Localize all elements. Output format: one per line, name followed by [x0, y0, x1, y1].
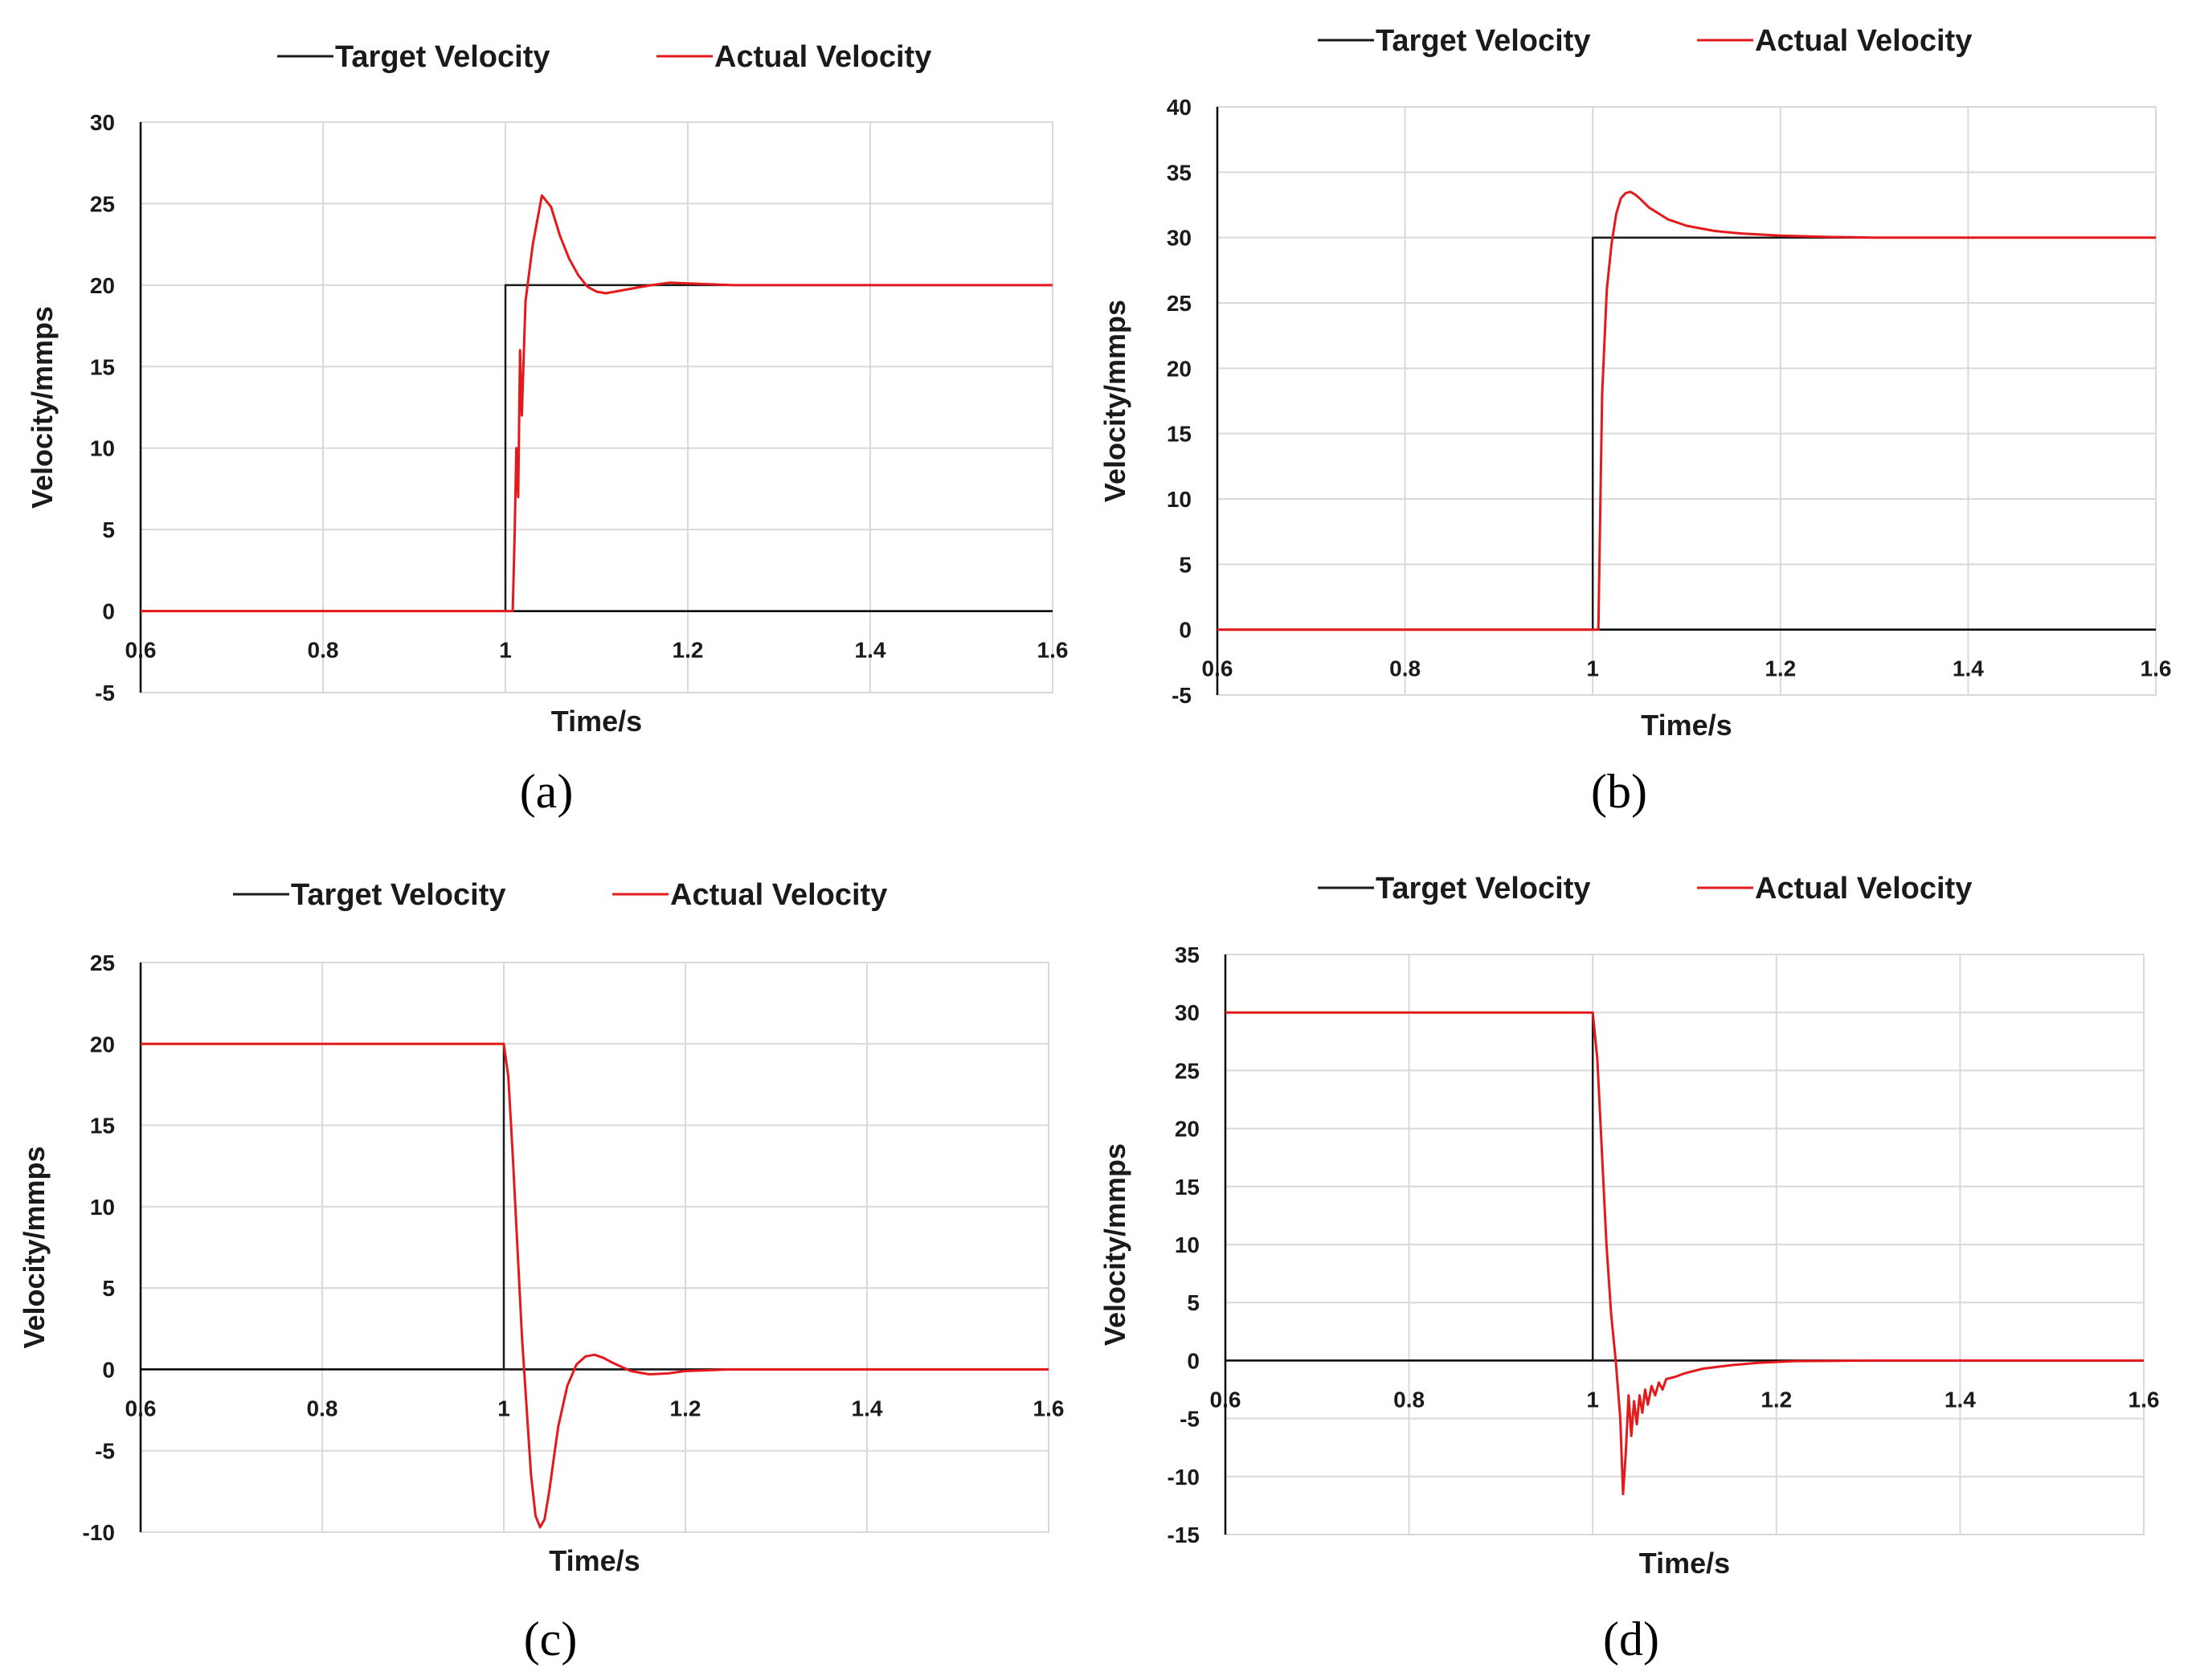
y-tick-label: 35 [1175, 942, 1200, 967]
y-tick-label: 5 [1179, 552, 1192, 577]
series-line-actual-velocity [141, 1042, 1049, 1529]
y-tick-label: 20 [1175, 1117, 1200, 1142]
plot-area [140, 962, 1049, 1533]
y-axis-title: Velocity/mmps [1098, 1143, 1131, 1346]
y-tick-label: 15 [1175, 1175, 1200, 1200]
x-tick-label: 1.2 [1765, 656, 1796, 681]
x-tick-label: 1.6 [1033, 1396, 1065, 1420]
y-tick-label: 15 [1167, 422, 1192, 447]
legend-label: Actual Velocity [670, 878, 887, 912]
x-axis-title: Time/s [549, 1544, 640, 1577]
x-tick-label: 0.6 [125, 638, 157, 663]
panel-caption: (c) [524, 1613, 578, 1666]
x-tick-label: 0.8 [1393, 1387, 1425, 1412]
y-tick-label: 20 [90, 1032, 115, 1057]
legend-label: Target Velocity [1376, 24, 1591, 58]
x-axis-title: Time/s [551, 705, 642, 738]
y-tick-label: 10 [1167, 487, 1192, 512]
x-tick-label: 1 [1586, 1387, 1599, 1412]
x-tick-label: 0.6 [1202, 656, 1233, 681]
y-tick-label: 35 [1167, 160, 1192, 185]
panel-caption: (b) [1591, 765, 1647, 818]
series-line-actual-velocity [141, 194, 1053, 613]
y-tick-label: 0 [102, 1357, 115, 1382]
legend-label: Actual Velocity [1755, 872, 1972, 905]
y-tick-label: 25 [90, 950, 115, 975]
x-axis-title: Time/s [1641, 709, 1732, 742]
legend-label: Target Velocity [1376, 872, 1591, 905]
chart-panel-a: -5 0 5 10 15 20 25 30 0.6 0.8 1 1.2 1.4 1.6 Time/s Velo… [26, 40, 1068, 818]
y-axis-title: Velocity/mmps [26, 306, 59, 509]
x-tick-label: 1.4 [855, 638, 886, 663]
x-tick-label: 0.8 [307, 1396, 338, 1420]
y-tick-label: 30 [1175, 1000, 1200, 1025]
x-tick-label: 0.6 [1210, 1387, 1241, 1412]
legend-label: Actual Velocity [1755, 24, 1972, 58]
y-tick-label: 25 [1167, 291, 1192, 316]
series-line-actual-velocity [1225, 1011, 2144, 1495]
y-tick-label: -15 [1168, 1523, 1200, 1547]
y-tick-label: 5 [1187, 1290, 1200, 1315]
chart-panel-d: -15 -10 -5 0 5 10 15 20 25 30 35 0.6 0.8 1 1.2 1.4 1.6 Ti… [1098, 872, 2159, 1666]
y-tick-label: 5 [102, 1276, 115, 1301]
legend-label: Target Velocity [291, 878, 506, 912]
chart-panel-b: -5 0 5 10 15 20 25 30 35 40 0.6 0.8 1 1.2 1.4 1.6 Time/s… [1098, 24, 2171, 818]
y-tick-label: -5 [95, 681, 115, 705]
y-tick-label: 10 [1175, 1232, 1200, 1257]
y-tick-label: 0 [1179, 618, 1192, 643]
x-tick-label: 1.2 [670, 1396, 701, 1420]
y-tick-label: -10 [1168, 1465, 1200, 1490]
y-tick-label: 20 [90, 273, 115, 298]
x-tick-label: 1 [497, 1396, 510, 1420]
y-tick-label: 0 [1187, 1348, 1200, 1373]
y-tick-label: 10 [90, 1195, 115, 1220]
y-axis-title: Velocity/mmps [1098, 300, 1131, 502]
x-tick-label: 1.2 [673, 638, 704, 663]
y-tick-label: -10 [83, 1520, 115, 1545]
y-axis-title: Velocity/mmps [18, 1146, 51, 1348]
y-tick-label: 40 [1167, 95, 1192, 120]
y-tick-label: 30 [90, 110, 115, 135]
plot-area [1217, 106, 2157, 696]
x-tick-label: 1.6 [2129, 1387, 2160, 1412]
plot-area [140, 121, 1053, 693]
x-tick-label: 1.4 [1953, 656, 1984, 681]
series-line-actual-velocity [1217, 190, 2156, 632]
panel-caption: (d) [1603, 1613, 1659, 1666]
x-axis-title: Time/s [1639, 1547, 1730, 1580]
legend-label: Actual Velocity [714, 40, 931, 74]
panel-caption: (a) [520, 765, 574, 818]
y-tick-label: 30 [1167, 226, 1192, 251]
x-tick-label: 1.2 [1761, 1387, 1792, 1412]
x-tick-label: 1.6 [2141, 656, 2172, 681]
x-tick-label: 0.8 [308, 638, 339, 663]
x-tick-label: 1.6 [1037, 638, 1069, 663]
x-tick-label: 0.8 [1389, 656, 1421, 681]
y-tick-label: -5 [1172, 683, 1192, 708]
y-tick-label: 15 [90, 1114, 115, 1138]
y-tick-label: 25 [90, 191, 115, 216]
y-tick-label: 5 [102, 517, 115, 542]
x-tick-label: 1 [1586, 656, 1599, 681]
y-tick-label: 20 [1167, 356, 1192, 381]
y-tick-label: -5 [1180, 1407, 1200, 1432]
chart-panel-c: -10 -5 0 5 10 15 20 25 0.6 0.8 1 1.2 1.4 1.6 Time/s Vel… [18, 878, 1064, 1666]
y-tick-label: 0 [102, 599, 115, 624]
y-tick-label: 25 [1175, 1058, 1200, 1083]
x-tick-label: 1.4 [852, 1396, 883, 1420]
x-tick-label: 1.4 [1945, 1387, 1976, 1412]
y-tick-label: 10 [90, 436, 115, 461]
x-tick-label: 1 [499, 638, 512, 663]
x-tick-label: 0.6 [125, 1396, 157, 1420]
legend-label: Target Velocity [335, 40, 550, 74]
y-tick-label: -5 [95, 1439, 115, 1464]
y-tick-label: 15 [90, 354, 115, 379]
